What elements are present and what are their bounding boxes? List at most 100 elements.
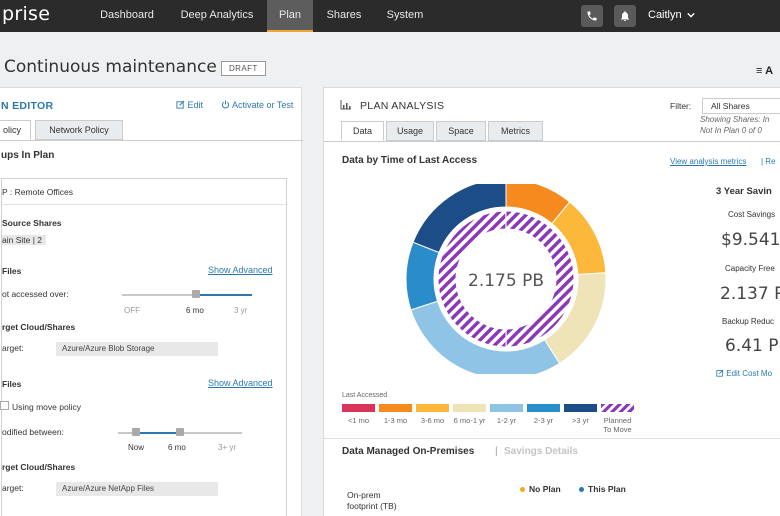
modified-slider-handle-start[interactable] xyxy=(132,428,140,436)
legend-label-1-3-mo: 1-3 mo xyxy=(383,416,408,425)
nav-plan[interactable]: Plan xyxy=(267,0,313,32)
filter-label: Filter: xyxy=(670,101,692,111)
nav-system[interactable]: System xyxy=(386,9,424,21)
backup-reduction-value: 6.41 PE xyxy=(725,336,780,356)
page-title: Continuous maintenance xyxy=(4,57,217,77)
user-menu[interactable]: Caitlyn xyxy=(648,0,695,32)
target-label-2: arget: xyxy=(2,483,24,493)
phone-icon[interactable] xyxy=(581,5,603,27)
cost-savings-label: Cost Savings xyxy=(728,210,776,219)
legend-label-3-6-mo: 3-6 mo xyxy=(420,416,445,425)
on-prem-row-label-1: On-prem xyxy=(347,490,381,500)
legend-swatch--1-mo xyxy=(342,404,375,412)
access-slider-handle[interactable] xyxy=(192,290,200,298)
header-menu-button[interactable]: ≡ A xyxy=(756,65,774,77)
analysis-tabs-divider xyxy=(324,141,780,142)
plan-editor-title: N EDITOR xyxy=(1,100,54,112)
this-plan-dot xyxy=(579,487,584,493)
tab-policy[interactable]: olicy xyxy=(0,120,31,140)
group-name: P : Remote Offices xyxy=(2,187,74,197)
capacity-free-label: Capacity Free xyxy=(725,264,775,273)
not-accessed-label: ot accessed over: xyxy=(2,289,69,299)
top-navigation-bar: prise Dashboard Deep Analytics Plan Shar… xyxy=(0,0,780,32)
view-analysis-metrics-link[interactable]: View analysis metrics xyxy=(670,157,747,166)
bar-chart-icon xyxy=(340,100,351,110)
activate-or-test-label: Activate or Test xyxy=(232,100,294,110)
no-plan-dot xyxy=(520,487,525,493)
tab-usage[interactable]: Usage xyxy=(386,121,434,141)
legend-label-6-mo-1-yr: 6 mo-1 yr xyxy=(453,416,486,425)
modified-between-label: odified between: xyxy=(2,427,64,437)
show-advanced-link-1[interactable]: Show Advanced xyxy=(208,265,273,275)
move-policy-label: Using move policy xyxy=(12,402,81,412)
target-label-1: arget: xyxy=(2,343,24,353)
savings-heading: 3 Year Savin xyxy=(716,186,772,197)
target-cloud-heading-2: rget Cloud/Shares xyxy=(2,462,76,472)
legend-no-plan-label: No Plan xyxy=(529,484,561,494)
status-badge: DRAFT xyxy=(221,61,266,76)
legend-swatch-1-2-yr xyxy=(490,404,523,412)
target-field-2[interactable]: Azure/Azure NetApp Files xyxy=(56,482,218,496)
access-slider-fill xyxy=(196,294,252,296)
tab-network-policy[interactable]: Network Policy xyxy=(35,120,123,140)
legend-no-plan: No Plan xyxy=(520,484,561,494)
nav-shares[interactable]: Shares xyxy=(326,9,362,21)
legend-swatch-6-mo-1-yr xyxy=(453,404,486,412)
legend-this-plan-label: This Plan xyxy=(588,484,626,494)
filter-select[interactable]: All Shares xyxy=(702,98,780,114)
group-divider xyxy=(2,204,288,205)
user-name: Caitlyn xyxy=(648,9,682,21)
tab-data[interactable]: Data xyxy=(341,121,384,141)
on-prem-heading: Data Managed On-Premises xyxy=(342,446,475,457)
slider-tick-6mo-2: 6 mo xyxy=(168,443,186,452)
backup-reduction-label: Backup Reduc xyxy=(722,317,775,326)
activate-or-test-link[interactable]: Activate or Test xyxy=(221,100,293,110)
re-link[interactable]: | Re xyxy=(761,157,776,166)
plan-analysis-title: PLAN ANALYSIS xyxy=(360,100,445,112)
modified-slider-fill xyxy=(136,432,180,434)
slider-tick-3yr: 3 yr xyxy=(234,306,248,315)
on-prem-separator: | xyxy=(495,446,498,457)
legend-swatch-3-6-mo xyxy=(416,404,449,412)
files-section-1-label: Files xyxy=(2,266,22,276)
tab-metrics[interactable]: Metrics xyxy=(488,121,543,141)
outer-ring-slice--3-yr[interactable] xyxy=(412,184,507,254)
show-advanced-link-2[interactable]: Show Advanced xyxy=(208,378,273,388)
bell-icon[interactable] xyxy=(614,5,636,27)
donut-chart: 2.175 PB xyxy=(405,184,607,374)
groups-heading: ups In Plan xyxy=(1,150,55,161)
group-card: P : Remote Offices Source Shares ain Sit… xyxy=(0,178,288,516)
modified-slider-handle-end[interactable] xyxy=(176,428,184,436)
plan-editor-panel: N EDITOR Edit Activate or Test olicy Net… xyxy=(0,87,303,516)
legend-this-plan: This Plan xyxy=(579,484,626,494)
showing-shares-text: Showing Shares: In xyxy=(700,115,770,124)
edit-icon xyxy=(176,100,185,109)
target-cloud-heading-1: rget Cloud/Shares xyxy=(2,322,76,332)
legend-title: Last Accessed xyxy=(342,392,388,399)
legend-label-1-2-yr: 1-2 yr xyxy=(496,416,517,425)
files-section-2-label: Files xyxy=(2,379,22,389)
nav-dashboard[interactable]: Dashboard xyxy=(100,9,154,21)
outer-ring-slice-2-3-yr[interactable] xyxy=(405,241,440,311)
target-field-1[interactable]: Azure/Azure Blob Storage xyxy=(56,342,218,356)
move-policy-checkbox[interactable] xyxy=(0,401,9,410)
access-slider-track[interactable] xyxy=(122,294,252,296)
slider-tick-3plus-yr: 3+ yr xyxy=(218,443,237,452)
edit-cost-model-link[interactable]: Edit Cost Mo xyxy=(716,369,772,378)
source-shares-value[interactable]: ain Site | 2 xyxy=(2,235,47,245)
chart-heading: Data by Time of Last Access xyxy=(342,155,478,166)
cost-savings-value: $9.541M xyxy=(721,230,780,250)
section-divider xyxy=(324,438,780,439)
inner-ring-slice-planned-to-move[interactable] xyxy=(437,210,575,348)
slider-tick-off: OFF xyxy=(124,306,140,315)
tab-space[interactable]: Space xyxy=(436,121,486,141)
slider-tick-now: Now xyxy=(128,443,145,452)
savings-details-link[interactable]: Savings Details xyxy=(504,446,578,457)
legend-label--3-yr: >3 yr xyxy=(572,416,589,425)
legend-swatch-1-3-mo xyxy=(379,404,412,412)
nav-deep-analytics[interactable]: Deep Analytics xyxy=(180,9,254,21)
edit-link[interactable]: Edit xyxy=(176,100,203,110)
brand-logo[interactable]: prise xyxy=(2,3,51,25)
slider-tick-6mo: 6 mo xyxy=(186,306,204,315)
donut-center-value: 2.175 PB xyxy=(468,271,544,291)
